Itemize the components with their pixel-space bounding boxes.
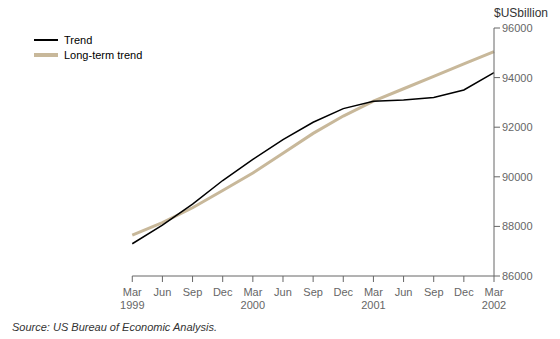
svg-text:90000: 90000 — [502, 171, 533, 183]
svg-text:Mar2001: Mar2001 — [361, 286, 385, 311]
svg-text:Mar2000: Mar2000 — [241, 286, 265, 311]
svg-text:88000: 88000 — [502, 220, 533, 232]
svg-text:96000: 96000 — [502, 22, 533, 34]
svg-text:Sep: Sep — [183, 286, 203, 298]
svg-text:Dec: Dec — [213, 286, 233, 298]
svg-text:Jun: Jun — [395, 286, 413, 298]
html-text:Source: US Bureau of Economic: Source: US Bureau of Economic Analysis. — [12, 321, 217, 333]
html-text:Long-term trend: Long-term trend — [64, 49, 143, 61]
svg-text:Sep: Sep — [424, 286, 444, 298]
svg-text:Mar1999: Mar1999 — [120, 286, 144, 311]
svg-text:86000: 86000 — [502, 270, 533, 282]
svg-text:Mar2002: Mar2002 — [482, 286, 506, 311]
svg-text:Dec: Dec — [454, 286, 474, 298]
svg-text:92000: 92000 — [502, 121, 533, 133]
svg-text:94000: 94000 — [502, 72, 533, 84]
html-text:$USbillion: $USbillion — [494, 6, 548, 20]
svg-text:Dec: Dec — [333, 286, 353, 298]
html-text:Trend: Trend — [64, 34, 93, 46]
svg-text:Jun: Jun — [274, 286, 292, 298]
svg-text:Jun: Jun — [154, 286, 172, 298]
svg-text:Sep: Sep — [303, 286, 323, 298]
